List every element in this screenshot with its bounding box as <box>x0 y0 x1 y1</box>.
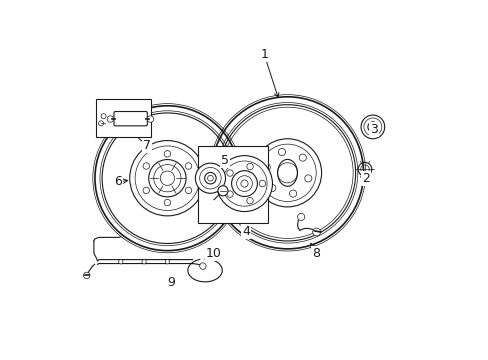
Circle shape <box>195 163 225 193</box>
Circle shape <box>147 116 153 122</box>
Circle shape <box>142 260 146 264</box>
Circle shape <box>107 116 113 122</box>
Text: 2: 2 <box>362 172 369 185</box>
FancyBboxPatch shape <box>114 112 147 126</box>
Bar <box>198 146 267 223</box>
Text: 1: 1 <box>260 48 267 61</box>
Bar <box>96 99 151 137</box>
Text: 8: 8 <box>311 247 320 260</box>
Circle shape <box>165 260 169 264</box>
Text: 3: 3 <box>369 123 377 136</box>
Circle shape <box>199 263 206 269</box>
Circle shape <box>99 121 103 126</box>
Polygon shape <box>211 176 254 202</box>
Circle shape <box>360 115 384 139</box>
Text: 9: 9 <box>167 276 175 289</box>
Circle shape <box>83 272 90 279</box>
Circle shape <box>216 156 272 212</box>
Text: 6: 6 <box>114 175 122 188</box>
Circle shape <box>297 213 304 221</box>
Circle shape <box>119 260 122 264</box>
Text: 10: 10 <box>205 247 222 260</box>
Text: 5: 5 <box>220 154 228 167</box>
Circle shape <box>218 186 227 196</box>
Text: 4: 4 <box>242 225 250 238</box>
Text: 7: 7 <box>142 139 151 152</box>
Circle shape <box>312 228 320 236</box>
